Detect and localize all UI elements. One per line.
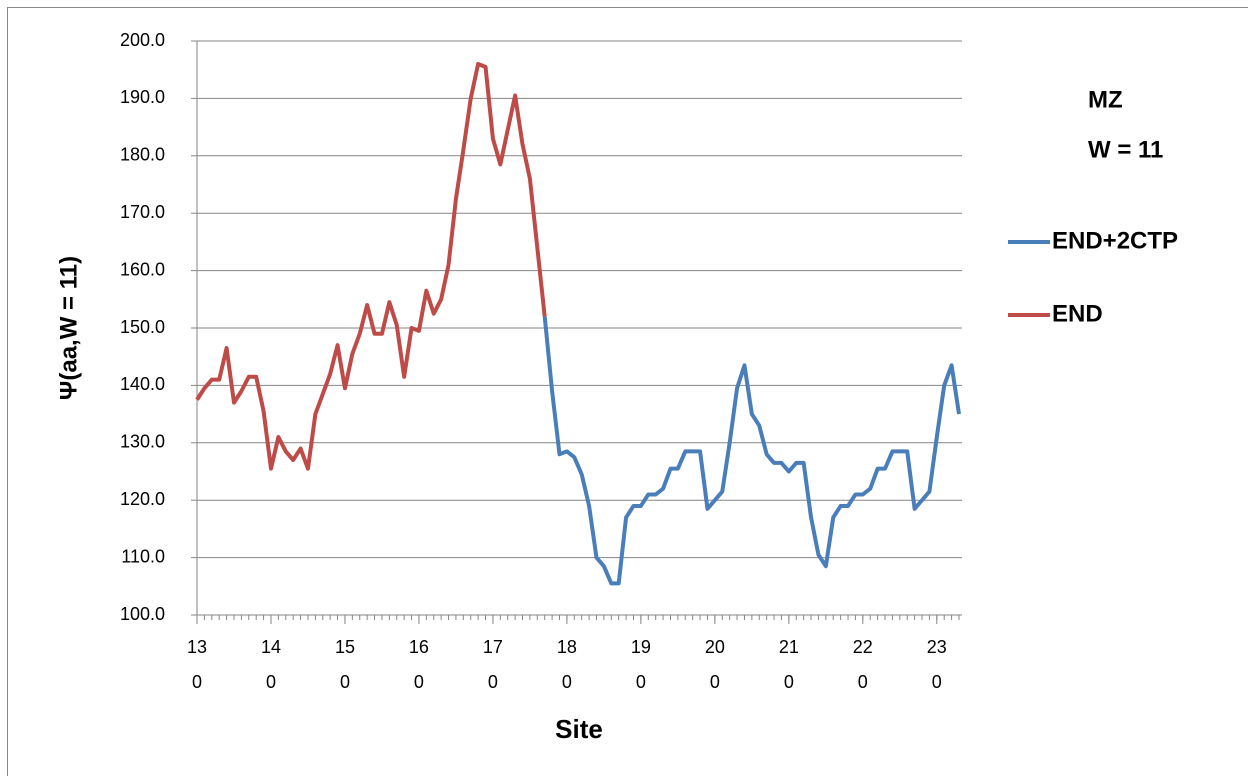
y-tick-label: 130.0 — [120, 432, 165, 452]
y-tick-label: 140.0 — [120, 374, 165, 394]
series-line — [542, 316, 961, 586]
legend-label: END+2CTP — [1052, 227, 1178, 254]
x-tick-label: 180 — [556, 637, 577, 692]
chart-border — [7, 7, 1248, 776]
annotation: W = 11 — [1088, 136, 1163, 163]
x-tick-label: 140 — [260, 637, 281, 692]
y-tick-label: 100.0 — [120, 604, 165, 624]
x-tick-label: 210 — [778, 637, 799, 692]
x-tick-label: 130 — [186, 637, 208, 692]
y-tick-label: 170.0 — [120, 202, 165, 222]
x-axis-label: Site — [555, 714, 603, 744]
x-tick-label: 190 — [630, 637, 651, 692]
legend-label: END — [1052, 300, 1103, 327]
series-line — [195, 61, 547, 471]
y-tick-label: 110.0 — [121, 546, 165, 566]
x-tick-label: 160 — [408, 637, 429, 692]
x-tick-label: 230 — [926, 637, 947, 692]
y-tick-label: 120.0 — [120, 489, 165, 509]
y-tick-label: 200.0 — [120, 30, 165, 50]
y-tick-label: 160.0 — [120, 259, 165, 279]
x-tick-label: 200 — [704, 637, 725, 692]
annotation: MZ — [1088, 86, 1123, 113]
x-tick-label: 150 — [334, 637, 355, 692]
x-tick-label: 170 — [482, 637, 503, 692]
y-tick-label: 150.0 — [120, 317, 165, 337]
y-tick-label: 180.0 — [120, 145, 165, 165]
y-axis-label: Ψ(aa,W = 11) — [55, 256, 82, 400]
y-tick-label: 190.0 — [120, 87, 165, 107]
x-tick-label: 220 — [852, 637, 873, 692]
